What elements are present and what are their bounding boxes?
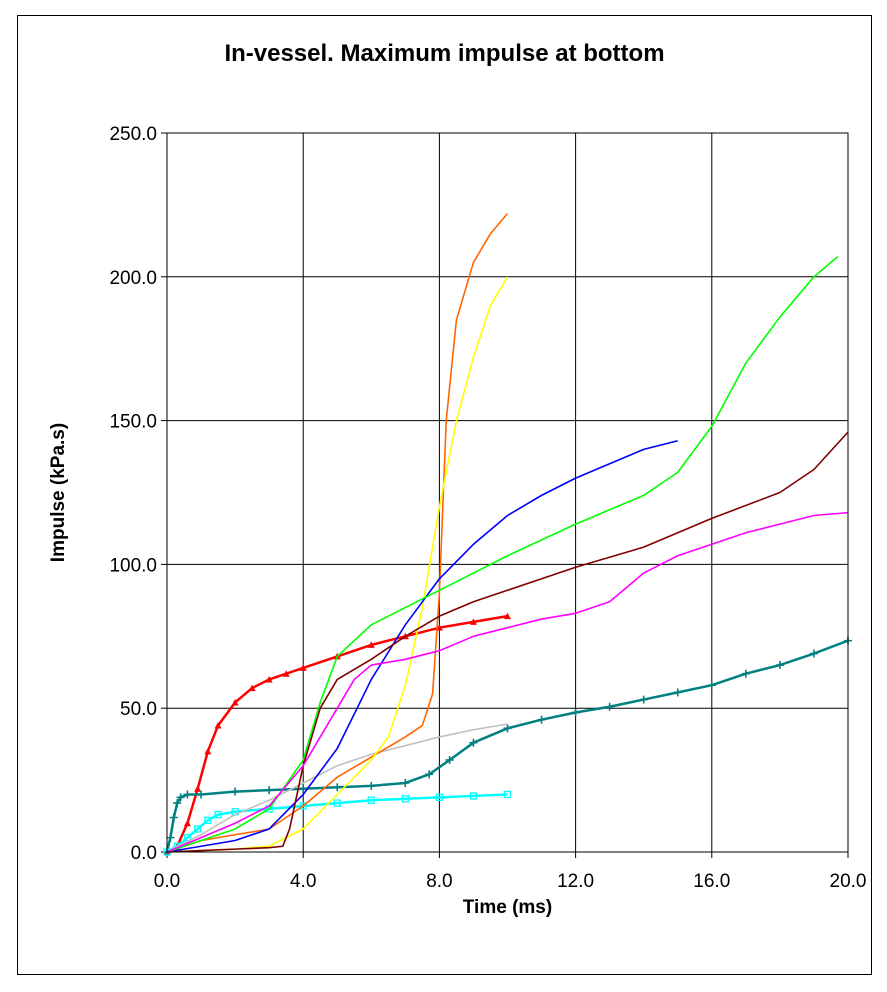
y-tick-label: 150.0	[109, 412, 157, 433]
series-marker-2	[183, 790, 192, 799]
series-marker-2	[197, 790, 206, 799]
x-tick-label: 20.0	[830, 871, 867, 892]
series-marker-3	[214, 810, 222, 819]
y-tick-label: 100.0	[109, 555, 157, 576]
series-marker-2	[537, 715, 546, 724]
series-marker-3	[193, 825, 202, 833]
series-marker-3	[401, 795, 410, 803]
x-tick-label: 12.0	[557, 871, 594, 892]
series-line-7	[166, 439, 678, 853]
x-tick-label: 8.0	[426, 871, 452, 892]
series-marker-2	[673, 688, 682, 697]
series-marker-2	[707, 681, 716, 690]
series-marker-2	[809, 649, 818, 658]
x-tick-label: 4.0	[290, 871, 316, 892]
series-marker-1	[204, 747, 212, 755]
series-marker-1	[299, 664, 307, 671]
series-marker-2	[775, 661, 784, 670]
series-marker-1	[248, 684, 256, 692]
series-line-4	[166, 723, 508, 853]
series-marker-3	[333, 799, 341, 807]
y-tick-label: 250.0	[109, 124, 157, 145]
series-marker-2	[445, 755, 454, 764]
series-marker-3	[299, 802, 307, 810]
series-marker-3	[503, 790, 512, 799]
series-marker-3	[204, 816, 212, 825]
series-marker-2	[169, 813, 178, 822]
series-marker-2	[265, 786, 274, 795]
series-marker-1	[282, 670, 290, 677]
series-marker-1	[183, 819, 191, 827]
series-marker-1	[265, 675, 273, 683]
series-marker-2	[425, 770, 434, 779]
gridlines	[161, 132, 849, 858]
chart-frame	[17, 15, 872, 975]
series-marker-1	[504, 612, 511, 620]
series-marker-1	[469, 618, 477, 625]
series-marker-3	[367, 796, 375, 804]
series-line-8	[166, 256, 839, 853]
series-marker-2	[571, 708, 580, 717]
x-axis-title: Time (ms)	[463, 897, 552, 918]
series-marker-2	[231, 787, 240, 796]
series-marker-1	[214, 721, 222, 729]
series-marker-2	[605, 702, 614, 711]
series-marker-1	[231, 698, 239, 706]
x-tick-label: 16.0	[693, 871, 730, 892]
y-tick-label: 0.0	[131, 843, 157, 864]
series-marker-2	[367, 781, 376, 790]
tick-labels: 0.0 50.0 100.0 150.0 200.0 250.0 0.0 4.0 8.0 12.0…	[109, 124, 866, 892]
chart-title: In-vessel. Maximum impulse at bottom	[224, 40, 665, 67]
series-line-5	[166, 213, 509, 853]
series-marker-2	[401, 778, 410, 787]
plot-series	[163, 213, 852, 856]
series-marker-1	[194, 785, 202, 792]
series-line-10	[166, 511, 849, 853]
series-marker-2	[741, 669, 750, 678]
series-marker-2	[176, 793, 185, 802]
series-marker-2	[166, 833, 175, 842]
series-marker-1	[367, 641, 375, 648]
series-line-9	[166, 431, 849, 853]
y-tick-label: 50.0	[120, 699, 157, 720]
plot-border	[166, 132, 849, 853]
y-tick-label: 200.0	[109, 268, 157, 289]
series-marker-3	[183, 833, 192, 842]
series-marker-2	[173, 799, 182, 808]
series-marker-2	[639, 695, 648, 704]
x-tick-label: 0.0	[154, 871, 180, 892]
series-marker-2	[503, 724, 512, 733]
series-marker-2	[333, 783, 342, 792]
y-axis-title: Impulse (kPa.s)	[48, 423, 69, 562]
series-marker-3	[435, 793, 444, 802]
series-marker-2	[469, 738, 478, 747]
series-marker-3	[469, 792, 478, 800]
series-marker-2	[299, 784, 308, 793]
